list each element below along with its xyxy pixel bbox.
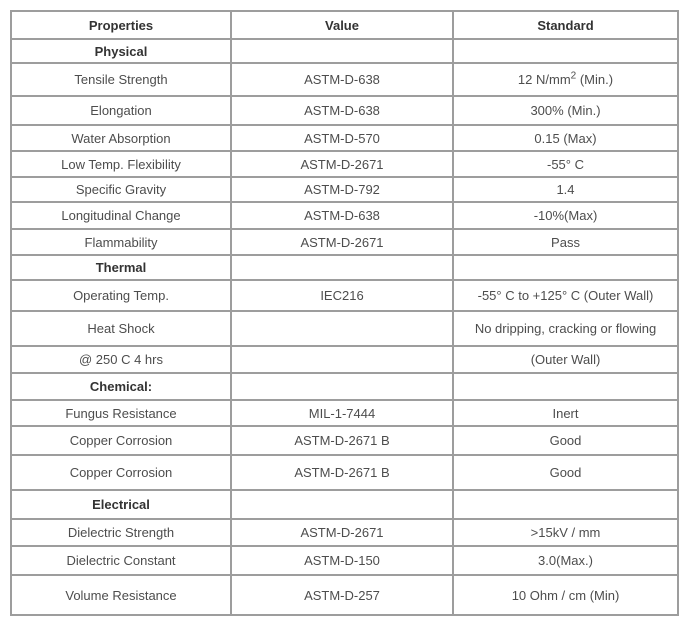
standard-cell: (Outer Wall) [452,345,679,374]
property-cell: Tensile Strength [10,62,232,97]
table-row: Tensile Strength ASTM-D-638 12 N/mm2 (Min.… [10,62,679,97]
table-header: Properties Value Standard [10,10,679,40]
property-cell: Operating Temp. [10,279,232,312]
standard-cell: Good [452,454,679,491]
section-row: Physical [10,38,679,64]
value-cell: ASTM-D-570 [230,124,454,152]
standard-cell: 300% (Min.) [452,95,679,126]
table-row: Dielectric Constant ASTM-D-150 3.0(Max.) [10,545,679,576]
standard-cell: -10%(Max) [452,201,679,230]
material-properties-table: Properties Value Standard Physical Tensil… [10,10,679,616]
property-cell: Longitudinal Change [10,201,232,230]
table-row: Elongation ASTM-D-638 300% (Min.) [10,95,679,126]
property-cell: Electrical [10,489,232,520]
table-row: Fungus Resistance MIL-1-7444 Inert [10,399,679,427]
standard-cell [452,38,679,64]
column-header-standard: Standard [452,10,679,40]
value-cell [230,38,454,64]
property-cell: Flammability [10,228,232,256]
value-cell: ASTM-D-257 [230,574,454,616]
value-cell [230,310,454,347]
table-body: Physical Tensile Strength ASTM-D-638 12 N/m… [10,38,679,616]
value-cell: ASTM-D-2671 [230,150,454,178]
value-cell: ASTM-D-2671 B [230,454,454,491]
value-cell: ASTM-D-792 [230,176,454,203]
standard-cell: -55° C to +125° C (Outer Wall) [452,279,679,312]
column-header-value: Value [230,10,454,40]
property-cell: Volume Resistance [10,574,232,616]
standard-cell: -55° C [452,150,679,178]
superscript: 2 [570,70,577,82]
section-row: Chemical: [10,372,679,401]
property-cell: Thermal [10,254,232,281]
standard-cell: 3.0(Max.) [452,545,679,576]
standard-cell: Inert [452,399,679,427]
property-cell: @ 250 C 4 hrs [10,345,232,374]
standard-cell [452,254,679,281]
value-cell [230,489,454,520]
table-row: Low Temp. Flexibility ASTM-D-2671 -55° C [10,150,679,178]
property-cell: Water Absorption [10,124,232,152]
table-row: Operating Temp. IEC216 -55° C to +125° C (… [10,279,679,312]
property-cell: Dielectric Constant [10,545,232,576]
value-cell [230,345,454,374]
table-row: Longitudinal Change ASTM-D-638 -10%(Max) [10,201,679,230]
standard-cell: 12 N/mm2 (Min.) [452,62,679,97]
property-cell: Dielectric Strength [10,518,232,547]
value-cell: ASTM-D-2671 B [230,425,454,456]
standard-cell: Pass [452,228,679,256]
standard-cell: No dripping, cracking or flowing [452,310,679,347]
table-row: Water Absorption ASTM-D-570 0.15 (Max) [10,124,679,152]
standard-cell [452,372,679,401]
standard-cell [452,489,679,520]
value-cell [230,254,454,281]
property-cell: Elongation [10,95,232,126]
property-cell: Chemical: [10,372,232,401]
property-cell: Specific Gravity [10,176,232,203]
standard-cell: Good [452,425,679,456]
standard-cell: >15kV / mm [452,518,679,547]
property-cell: Low Temp. Flexibility [10,150,232,178]
value-cell: ASTM-D-638 [230,95,454,126]
value-cell: ASTM-D-2671 [230,228,454,256]
table-row: Dielectric Strength ASTM-D-2671 >15kV / mm [10,518,679,547]
value-cell [230,372,454,401]
property-cell: Fungus Resistance [10,399,232,427]
table-row: @ 250 C 4 hrs (Outer Wall) [10,345,679,374]
standard-cell: 1.4 [452,176,679,203]
table-row: Heat Shock No dripping, cracking or flowi… [10,310,679,347]
value-cell: MIL-1-7444 [230,399,454,427]
property-cell: Physical [10,38,232,64]
standard-cell: 10 Ohm / cm (Min) [452,574,679,616]
value-cell: IEC216 [230,279,454,312]
section-row: Electrical [10,489,679,520]
property-cell: Heat Shock [10,310,232,347]
table-row: Copper Corrosion ASTM-D-2671 B Good [10,425,679,456]
column-header-properties: Properties [10,10,232,40]
table-row: Specific Gravity ASTM-D-792 1.4 [10,176,679,203]
value-cell: ASTM-D-638 [230,201,454,230]
value-cell: ASTM-D-150 [230,545,454,576]
table-row: Volume Resistance ASTM-D-257 10 Ohm / cm (… [10,574,679,616]
value-cell: ASTM-D-2671 [230,518,454,547]
property-cell: Copper Corrosion [10,454,232,491]
property-cell: Copper Corrosion [10,425,232,456]
table-row: Copper Corrosion ASTM-D-2671 B Good [10,454,679,491]
standard-cell: 0.15 (Max) [452,124,679,152]
table-row: Flammability ASTM-D-2671 Pass [10,228,679,256]
section-row: Thermal [10,254,679,281]
header-row: Properties Value Standard [10,10,679,40]
value-cell: ASTM-D-638 [230,62,454,97]
